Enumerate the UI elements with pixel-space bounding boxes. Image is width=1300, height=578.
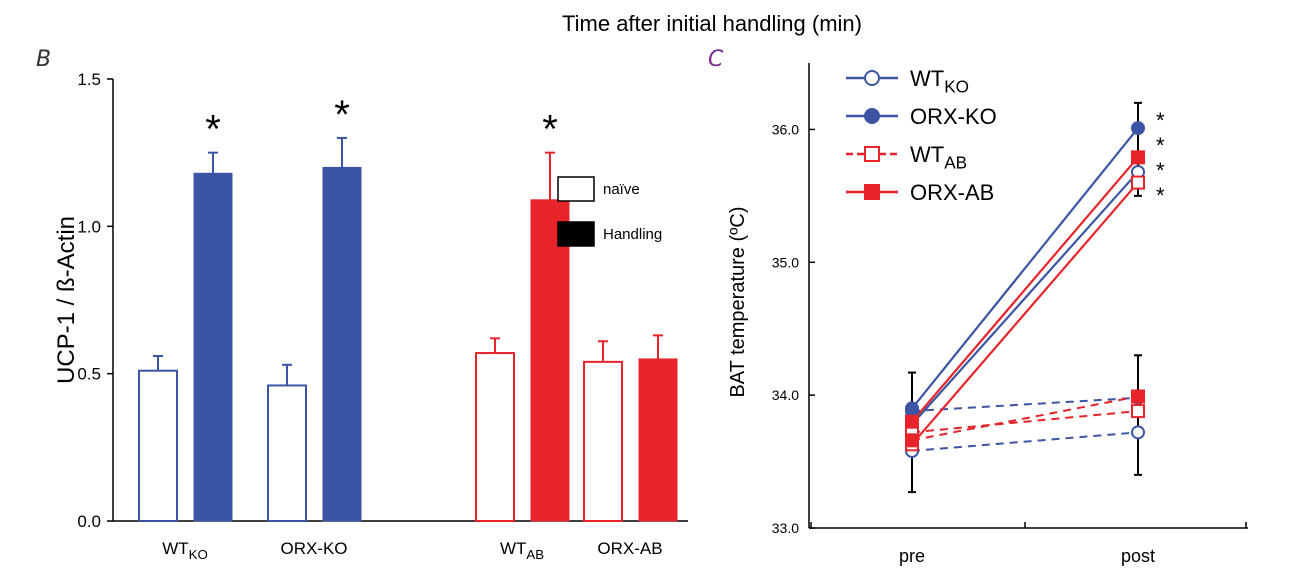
legend-label: ORX-KO bbox=[910, 104, 997, 129]
series-line-handling bbox=[911, 171, 1139, 426]
series-line-naive bbox=[911, 396, 1139, 413]
y-tick-label: 35.0 bbox=[772, 254, 799, 270]
series-line-handling bbox=[911, 156, 1139, 423]
x-tick-label: WTAB bbox=[500, 539, 544, 562]
x-tick-label-main: ORX-KO bbox=[280, 539, 347, 558]
bar-chart-panel: B UCP-1 / ß-Actin 0.00.51.01.5 * * * WTKO O… bbox=[36, 47, 688, 562]
y-axis-label: BAT temperature (ºC) bbox=[727, 206, 749, 397]
legend-label-main: ORX-AB bbox=[910, 180, 994, 205]
x-axis-labels: WTKO ORX-KO WTAB ORX-AB bbox=[162, 539, 662, 562]
data-point bbox=[905, 414, 919, 429]
series-line-naive bbox=[911, 410, 1139, 434]
legend-label-sub: AB bbox=[944, 153, 967, 173]
data-point bbox=[1131, 175, 1145, 190]
significance-marker: * bbox=[1156, 108, 1165, 133]
x-tick-label-main: WT bbox=[500, 539, 526, 558]
legend-label: WTAB bbox=[910, 142, 967, 173]
significance-marker: * bbox=[542, 108, 558, 152]
legend-label: Handling bbox=[603, 226, 662, 243]
x-tick-label: ORX-KO bbox=[280, 539, 347, 558]
data-point bbox=[905, 433, 919, 448]
significance-marker: * bbox=[1156, 158, 1165, 183]
x-tick-label: pre bbox=[899, 546, 925, 566]
data-point bbox=[1131, 389, 1145, 404]
bars: * * * bbox=[138, 93, 678, 523]
y-tick-label: 1.0 bbox=[77, 217, 101, 236]
legend-label-main: WT bbox=[910, 142, 944, 167]
series-line-handling bbox=[911, 181, 1139, 446]
bar-handling bbox=[322, 166, 362, 522]
x-tick-label-main: WT bbox=[162, 539, 188, 558]
significance-marker: * bbox=[205, 108, 221, 152]
y-tick-label: 0.5 bbox=[77, 365, 101, 384]
significance-marker: * bbox=[334, 93, 350, 137]
panel-letter-c: C bbox=[708, 47, 724, 72]
x-tick-label: WTKO bbox=[162, 539, 208, 562]
y-axis-label-text: BAT temperature (ºC) bbox=[727, 206, 749, 397]
legend-label-sub: KO bbox=[944, 77, 969, 97]
legend: naïve Handling bbox=[557, 176, 662, 247]
legend-label-main: WT bbox=[910, 66, 944, 91]
y-tick-label: 1.5 bbox=[77, 70, 101, 89]
data-point bbox=[864, 146, 880, 162]
series-line-naive bbox=[911, 395, 1139, 442]
bar-handling bbox=[193, 172, 233, 522]
data-point bbox=[1131, 425, 1145, 440]
bar-handling bbox=[530, 199, 570, 522]
page-title: Time after initial handling (min) bbox=[562, 11, 862, 36]
x-tick-label: ORX-AB bbox=[597, 539, 662, 558]
bar-naive bbox=[583, 360, 623, 522]
x-tick-label-sub: KO bbox=[189, 547, 208, 562]
legend-label-main: ORX-KO bbox=[910, 104, 997, 129]
bar-naive bbox=[475, 352, 515, 523]
axes: 33.0 34.0 35.0 36.0 pre post bbox=[772, 63, 1248, 566]
y-tick-label: 33.0 bbox=[772, 520, 799, 536]
data-point bbox=[1131, 404, 1145, 419]
data-point bbox=[864, 184, 880, 200]
series-line-naive bbox=[911, 431, 1139, 452]
legend-swatch bbox=[557, 221, 595, 247]
y-tick-label: 34.0 bbox=[772, 387, 799, 403]
legend-label: ORX-AB bbox=[910, 180, 994, 205]
legend-swatch bbox=[557, 176, 595, 202]
data-point bbox=[864, 70, 880, 86]
legend-label: WTKO bbox=[910, 66, 969, 97]
data-point bbox=[905, 401, 919, 416]
y-axis-label: UCP-1 / ß-Actin bbox=[53, 216, 80, 384]
x-tick-label: post bbox=[1121, 546, 1155, 566]
x-tick-label-sub: AB bbox=[526, 547, 544, 562]
y-tick-label: 0.0 bbox=[77, 512, 101, 531]
x-tick-label-main: ORX-AB bbox=[597, 539, 662, 558]
series-lines: **** bbox=[905, 101, 1165, 494]
significance-marker: * bbox=[1156, 133, 1165, 158]
series-line-handling bbox=[911, 127, 1139, 410]
bar-naive bbox=[138, 369, 178, 522]
y-axis-label-text: UCP-1 / ß-Actin bbox=[53, 216, 80, 384]
data-point bbox=[1131, 150, 1145, 165]
bar-handling bbox=[638, 358, 678, 522]
y-tick-label: 36.0 bbox=[772, 121, 799, 137]
significance-marker: * bbox=[1156, 183, 1165, 208]
data-point bbox=[864, 108, 880, 124]
line-chart-panel: C BAT temperature (ºC) 33.0 34.0 35.0 36.0 p… bbox=[708, 47, 1248, 566]
panel-letter-b: B bbox=[36, 47, 51, 72]
legend-label: naïve bbox=[603, 181, 640, 198]
data-point bbox=[1131, 121, 1145, 136]
bar-naive bbox=[267, 384, 307, 522]
